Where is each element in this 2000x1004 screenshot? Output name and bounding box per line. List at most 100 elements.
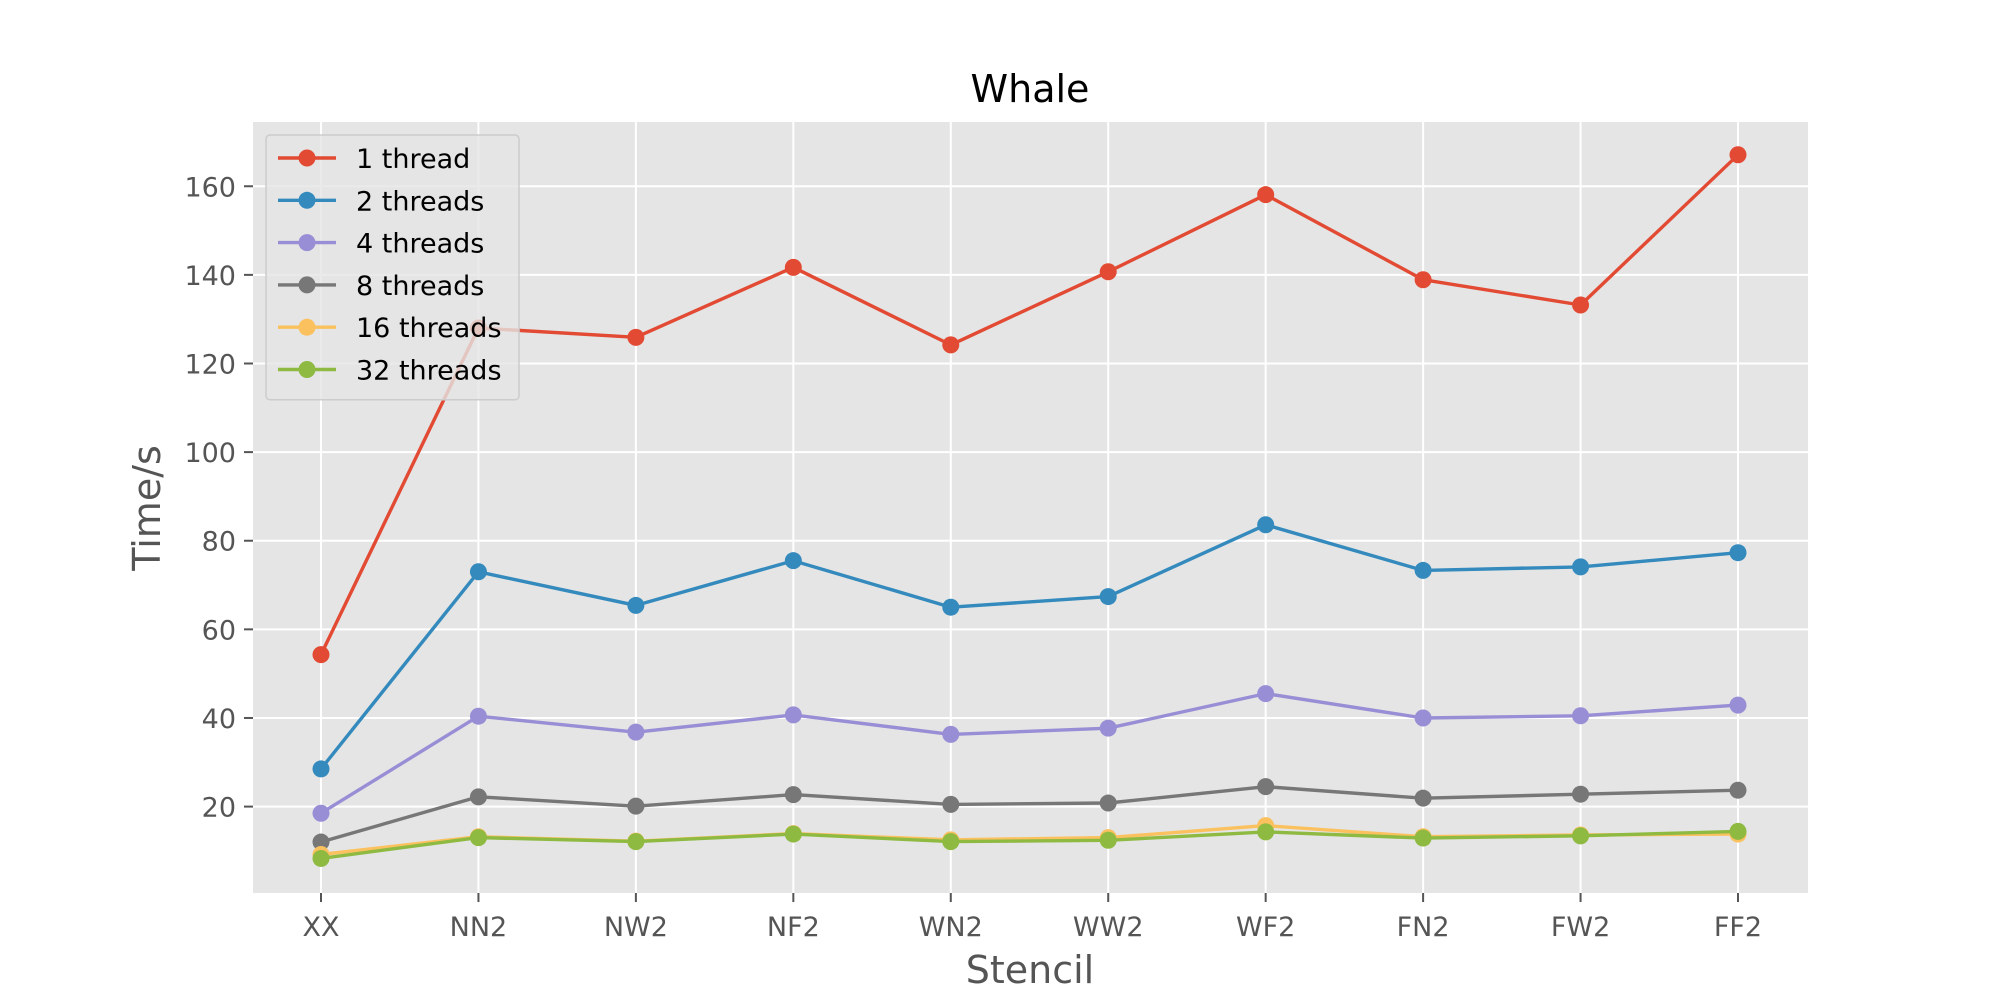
data-point (469, 829, 487, 847)
data-point (1414, 829, 1432, 847)
data-point (1414, 271, 1432, 289)
data-point (1257, 186, 1275, 204)
legend-item: 4 threads (278, 229, 484, 260)
x-tick-label: WW2 (1073, 912, 1144, 943)
chart-title: Whale (971, 67, 1090, 111)
data-point (1572, 827, 1590, 845)
x-tick-label: FN2 (1397, 912, 1450, 943)
data-point (312, 849, 330, 867)
y-tick-label: 20 (202, 793, 236, 824)
data-point (1414, 561, 1432, 579)
data-point (942, 598, 960, 616)
data-point (1414, 789, 1432, 807)
x-tick-label: XX (303, 912, 340, 943)
x-tick-label: NN2 (450, 912, 508, 943)
legend: 1 thread 2 threads 4 threads 8 threads 16 th… (265, 134, 520, 401)
data-point (1099, 794, 1117, 812)
data-point (784, 258, 802, 276)
data-point (469, 788, 487, 806)
legend-item: 8 threads (278, 271, 484, 302)
data-point (784, 825, 802, 843)
x-axis-label: Stencil (966, 948, 1095, 992)
y-tick-label: 80 (202, 527, 236, 558)
data-point (627, 328, 645, 346)
data-point (627, 797, 645, 815)
x-tick-label: NW2 (604, 912, 668, 943)
legend-label: 2 threads (356, 186, 484, 217)
data-point (627, 833, 645, 851)
x-tick-label: NF2 (767, 912, 820, 943)
legend-marker (298, 318, 316, 336)
x-tick-label: WF2 (1236, 912, 1295, 943)
legend-item: 1 thread (278, 144, 470, 175)
data-point (942, 833, 960, 851)
series-line (319, 691, 1740, 815)
data-point (784, 552, 802, 570)
data-point (942, 336, 960, 354)
series-line (319, 153, 1740, 657)
data-point (784, 706, 802, 724)
data-point (1729, 781, 1747, 799)
legend-marker (298, 149, 316, 167)
series-line (319, 523, 1740, 771)
y-axis-label: Time/s (125, 445, 169, 572)
data-point (312, 646, 330, 664)
data-point (1572, 707, 1590, 725)
series-group (312, 516, 1747, 778)
data-point (1257, 516, 1275, 534)
legend-label: 16 threads (356, 313, 502, 344)
legend-label: 32 threads (356, 356, 502, 387)
legend-marker (298, 361, 316, 378)
y-tick-labels: 20 40 60 80 100 120 140 160 (184, 172, 253, 824)
data-point (1572, 558, 1590, 576)
legend-marker (298, 234, 316, 252)
series-line (319, 785, 1740, 844)
data-point (312, 833, 330, 851)
data-point (1257, 685, 1275, 703)
series-line (319, 829, 1740, 861)
x-tick-label: FF2 (1714, 912, 1762, 943)
legend-marker (298, 276, 316, 294)
data-point (627, 723, 645, 741)
legend-label: 4 threads (356, 229, 484, 260)
data-point (1099, 831, 1117, 849)
legend-item: 16 threads (278, 313, 502, 344)
data-point (1099, 588, 1117, 606)
y-tick-label: 100 (184, 438, 236, 469)
y-tick-label: 40 (202, 704, 236, 735)
data-point (942, 795, 960, 813)
data-point (469, 707, 487, 725)
data-point (312, 804, 330, 822)
data-point (1572, 785, 1590, 803)
data-point (1257, 778, 1275, 796)
data-point (1572, 296, 1590, 314)
data-point (1729, 544, 1747, 562)
y-tick-label: 120 (184, 349, 236, 380)
series-group (312, 685, 1747, 822)
legend-item: 32 threads (278, 356, 502, 387)
data-point (1729, 696, 1747, 714)
series-group (312, 146, 1747, 664)
data-point (1099, 263, 1117, 281)
series-group (312, 778, 1747, 851)
y-tick-label: 140 (184, 261, 236, 292)
data-point (1257, 823, 1275, 841)
series-group (312, 822, 1747, 867)
data-point (312, 760, 330, 778)
legend-marker (298, 191, 316, 209)
x-tick-label: FW2 (1551, 912, 1610, 943)
data-point (1729, 146, 1747, 164)
legend-label: 1 thread (356, 144, 470, 175)
data-point (1099, 719, 1117, 737)
data-point (469, 563, 487, 581)
data-point (1414, 709, 1432, 727)
legend-item: 2 threads (278, 186, 484, 217)
x-tick-label: WN2 (919, 912, 983, 943)
data-point (784, 786, 802, 804)
legend-label: 8 threads (356, 271, 484, 302)
data-point (1729, 822, 1747, 840)
data-point (627, 596, 645, 614)
y-tick-label: 160 (184, 172, 236, 203)
